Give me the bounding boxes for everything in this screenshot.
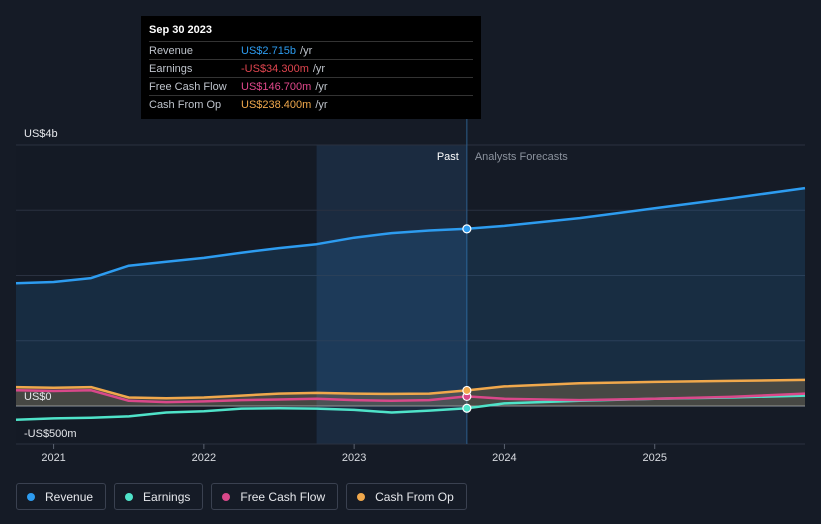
series-marker-revenue [462,224,472,234]
tooltip-unit: /yr [315,80,328,93]
x-tick-label: 2024 [492,452,516,464]
tooltip-row-earnings: Earnings -US$34.300m /yr [149,59,473,77]
series-line-cash-from-op [15,378,806,400]
legend-item-free-cash-flow[interactable]: Free Cash Flow [211,483,339,510]
tooltip-row-cash-from-op: Cash From Op US$238.400m /yr [149,95,473,113]
x-tick-label: 2025 [642,452,666,464]
legend-dot-icon [222,492,231,501]
y-axis-label: US$4b [24,128,58,140]
forecast-label: Analysts Forecasts [475,151,568,163]
legend-dot-icon [357,492,366,501]
tooltip-date: Sep 30 2023 [149,24,212,36]
x-tick-label: 2021 [41,452,65,464]
legend-label: Earnings [143,489,191,504]
series-line-revenue [15,186,806,285]
tooltip-label: Free Cash Flow [149,80,227,93]
tooltip-unit: /yr [315,98,328,111]
legend-label: Revenue [45,489,94,504]
tooltip-value: US$238.400m [241,98,312,111]
series-fill-0 [16,188,805,406]
past-label: Past [437,151,459,163]
tooltip-value: US$146.700m [241,80,312,93]
tooltip-unit: /yr [300,44,313,57]
tooltip-label: Revenue [149,44,194,57]
tooltip-row-free-cash-flow: Free Cash Flow US$146.700m /yr [149,77,473,95]
y-axis-label: US$0 [24,391,52,403]
x-tick-label: 2023 [342,452,366,464]
tooltip-label: Cash From Op [149,98,222,111]
legend-item-earnings[interactable]: Earnings [114,483,204,510]
legend-dot-icon [27,492,35,501]
tooltip-value: US$2.715b [241,44,297,57]
tooltip: Sep 30 2023 Revenue US$2.715b /yr Earnin… [141,16,481,119]
legend-item-cash-from-op[interactable]: Cash From Op [346,483,467,510]
tooltip-label: Earnings [149,62,193,75]
y-axis-label: -US$500m [24,428,77,440]
legend-dot-icon [125,492,134,501]
tooltip-value: -US$34.300m [241,62,309,75]
series-marker-earnings [462,403,472,413]
legend-label: Free Cash Flow [240,489,326,504]
tooltip-row-revenue: Revenue US$2.715b /yr [149,41,473,59]
legend: Revenue Earnings Free Cash Flow Cash Fro… [16,483,467,510]
series-line-free-cash-flow [15,389,806,404]
legend-label: Cash From Op [375,489,454,504]
x-tick-label: 2022 [192,452,216,464]
tooltip-unit: /yr [312,62,326,75]
series-marker-cash-from-op [462,385,472,396]
legend-item-revenue[interactable]: Revenue [16,483,107,510]
